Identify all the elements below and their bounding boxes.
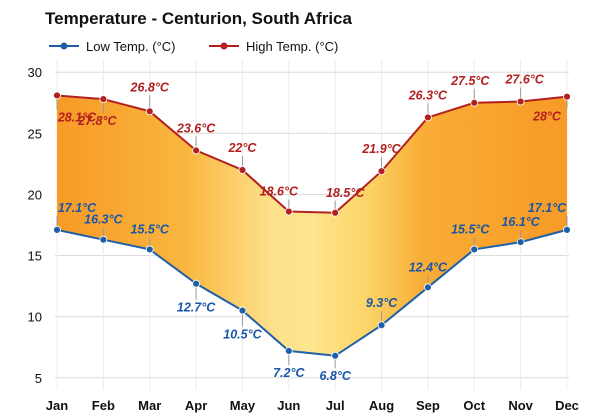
high-data-label: 26.3°C: [408, 88, 448, 102]
low-point: [377, 321, 386, 330]
x-tick-label: Mar: [138, 398, 161, 413]
low-point: [331, 351, 340, 360]
low-point: [145, 245, 154, 254]
low-data-label: 16.1°C: [501, 215, 540, 229]
y-tick-label: 15: [28, 249, 42, 264]
x-tick-label: Sep: [416, 398, 440, 413]
low-point: [516, 238, 525, 247]
y-tick-label: 25: [28, 126, 42, 141]
high-point: [145, 107, 154, 116]
high-point: [563, 92, 571, 101]
x-tick-label: Apr: [185, 398, 207, 413]
plot-area: 5 10 15 20 25 30 28.1°C27.8°C 26.8°C 23.6°C 22°C 1…: [28, 60, 579, 413]
x-tick-label: Aug: [369, 398, 394, 413]
temperature-range-area: [57, 95, 567, 356]
high-point: [470, 98, 479, 107]
x-tick-label: Jul: [326, 398, 345, 413]
legend-item-low: Low Temp. (°C): [49, 39, 175, 54]
x-tick-label: Feb: [92, 398, 115, 413]
high-data-label: 18.5°C: [326, 186, 365, 200]
high-point: [192, 146, 200, 155]
high-data-label: 28.1°C: [57, 110, 97, 124]
y-tick-label: 20: [28, 187, 42, 202]
x-tick-label: May: [230, 398, 256, 413]
high-data-label: 26.8°C: [130, 80, 170, 94]
x-tick-label: Jun: [277, 398, 300, 413]
low-point: [99, 235, 108, 244]
low-data-label: 6.8°C: [319, 369, 351, 383]
high-data-label: 27.6°C: [504, 73, 544, 87]
y-tick-label: 30: [28, 65, 42, 80]
low-point: [424, 283, 432, 292]
low-data-label: 16.3°C: [84, 213, 123, 227]
low-data-label: 15.5°C: [451, 222, 490, 236]
high-series-line: [56, 94, 568, 214]
low-point: [470, 245, 479, 254]
low-point: [53, 225, 61, 234]
high-data-label: 27.5°C: [450, 74, 490, 88]
legend-label-high: High Temp. (°C): [246, 39, 338, 54]
low-data-label: 12.7°C: [177, 301, 216, 315]
low-data-label: 12.4°C: [409, 260, 448, 274]
legend-label-low: Low Temp. (°C): [86, 39, 175, 54]
high-point: [331, 208, 340, 217]
low-point: [563, 225, 571, 234]
low-point: [284, 346, 293, 355]
high-data-label: 23.6°C: [176, 121, 216, 135]
low-point: [192, 279, 200, 288]
high-point: [238, 166, 247, 174]
x-tick-label: Dec: [555, 398, 579, 413]
high-data-label: 28°C: [532, 110, 562, 124]
high-data-label: 18.6°C: [260, 185, 299, 199]
low-data-label: 10.5°C: [223, 328, 262, 342]
y-tick-label: 10: [28, 310, 42, 325]
low-data-label: 9.3°C: [366, 296, 398, 310]
high-point: [516, 97, 525, 106]
low-data-label: 17.1°C: [528, 201, 567, 215]
high-point: [284, 207, 293, 216]
high-point: [99, 95, 108, 104]
low-data-label: 17.1°C: [58, 201, 97, 215]
high-data-label: 27.8°C: [77, 114, 117, 128]
x-tick-label: Oct: [463, 398, 485, 413]
low-point: [238, 306, 247, 315]
high-point: [53, 91, 61, 100]
legend-item-high: High Temp. (°C): [209, 39, 338, 54]
high-point: [377, 167, 386, 176]
chart-title: Temperature - Centurion, South Africa: [45, 9, 353, 28]
high-point: [424, 113, 432, 122]
x-tick-label: Nov: [508, 398, 533, 413]
y-tick-label: 5: [35, 371, 42, 386]
x-tick-label: Jan: [46, 398, 68, 413]
low-data-label: 15.5°C: [131, 222, 170, 236]
high-data-label: 21.9°C: [361, 142, 401, 156]
low-data-label: 7.2°C: [273, 366, 305, 380]
low-series-line: [56, 228, 568, 357]
legend: Low Temp. (°C) High Temp. (°C): [49, 39, 338, 54]
high-data-label: 22°C: [227, 141, 257, 155]
